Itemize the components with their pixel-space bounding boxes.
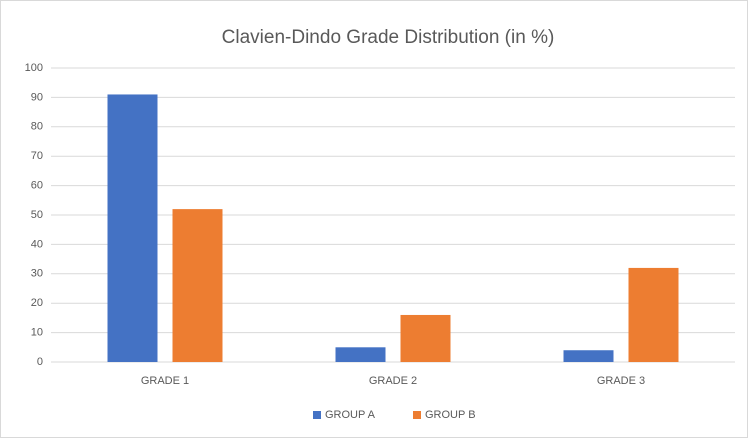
y-tick-label: 80 bbox=[31, 121, 43, 133]
legend-swatch bbox=[413, 411, 421, 419]
bar bbox=[563, 350, 614, 362]
y-tick-label: 70 bbox=[31, 150, 43, 162]
y-tick-label: 90 bbox=[31, 91, 43, 103]
x-tick-label: GRADE 2 bbox=[369, 375, 417, 387]
y-tick-label: 60 bbox=[31, 180, 43, 192]
legend-label: GROUP B bbox=[425, 409, 476, 421]
bar bbox=[400, 314, 451, 362]
y-tick-label: 40 bbox=[31, 238, 43, 250]
bar bbox=[335, 347, 386, 362]
y-tick-label: 10 bbox=[31, 327, 43, 339]
y-tick-label: 20 bbox=[31, 297, 43, 309]
x-tick-label: GRADE 1 bbox=[141, 375, 189, 387]
x-tick-label: GRADE 3 bbox=[597, 375, 645, 387]
legend-label: GROUP A bbox=[325, 409, 376, 421]
y-tick-label: 0 bbox=[37, 356, 43, 368]
chart-title: Clavien-Dindo Grade Distribution (in %) bbox=[222, 27, 555, 48]
y-tick-label: 30 bbox=[31, 268, 43, 280]
bar bbox=[107, 94, 158, 363]
legend-swatch bbox=[313, 411, 321, 419]
y-tick-label: 100 bbox=[25, 62, 43, 74]
bar bbox=[628, 267, 679, 362]
bar bbox=[172, 209, 223, 362]
y-tick-label: 50 bbox=[31, 209, 43, 221]
